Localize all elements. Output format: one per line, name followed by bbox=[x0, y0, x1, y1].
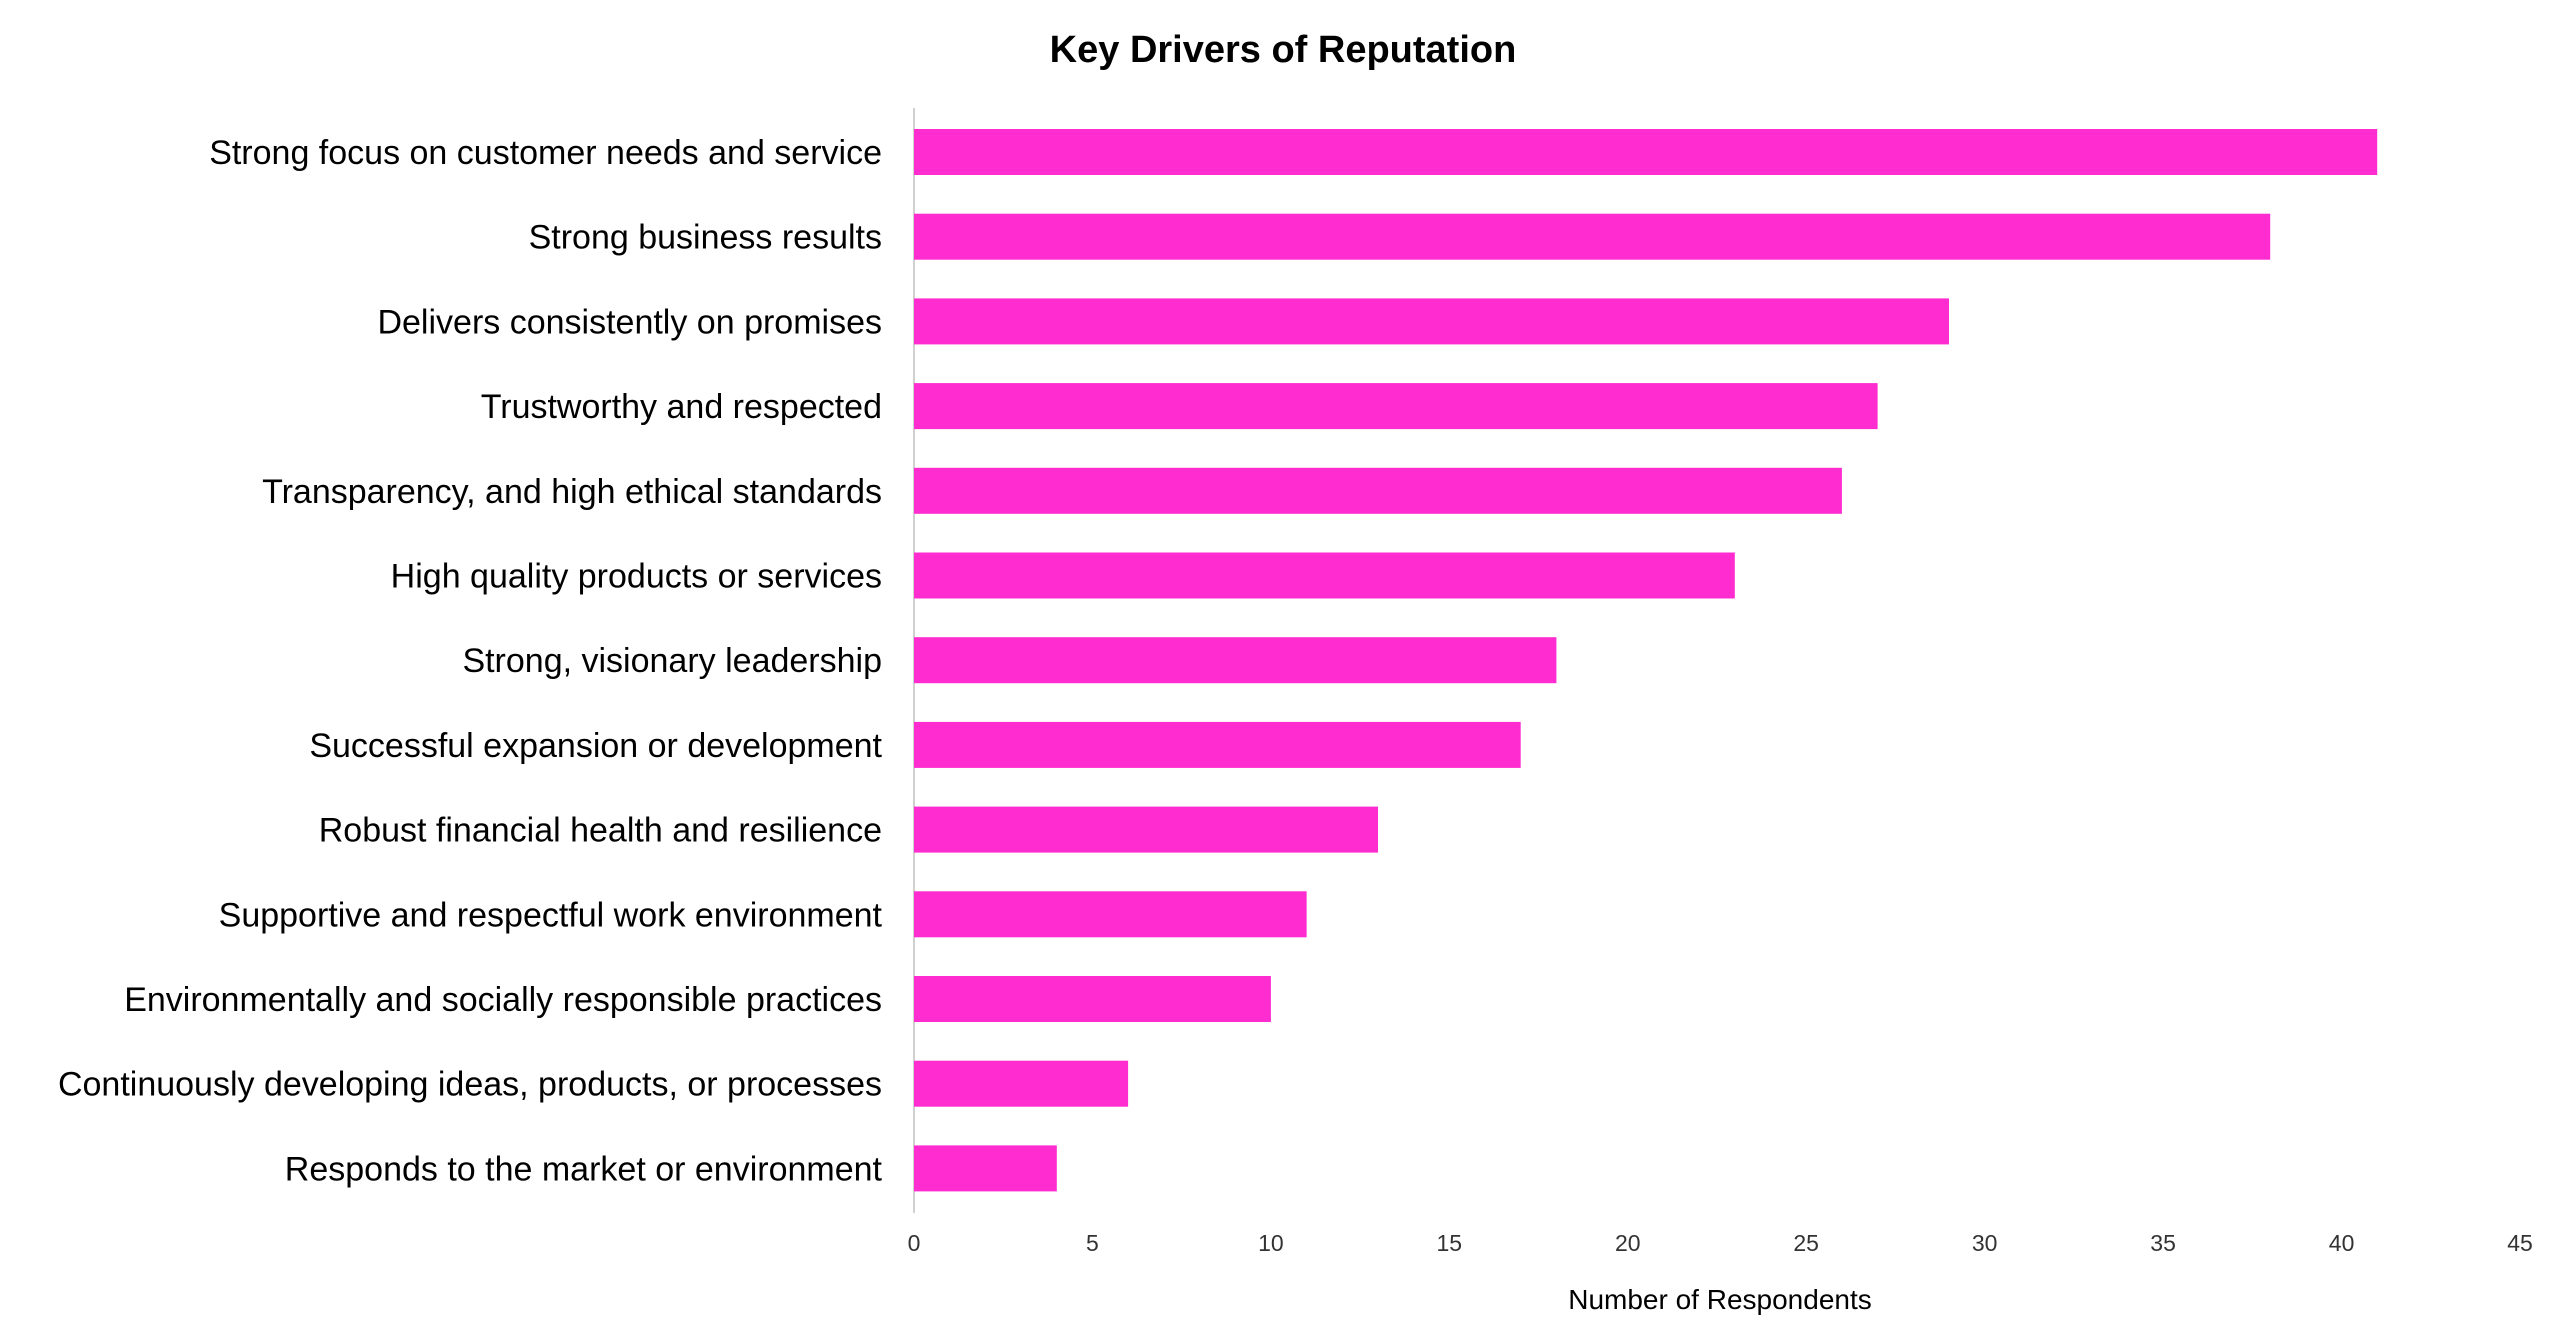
x-tick-label: 10 bbox=[1258, 1230, 1284, 1256]
category-label: Strong business results bbox=[529, 219, 882, 257]
bar bbox=[914, 552, 1735, 599]
bar bbox=[914, 129, 2378, 175]
category-label: Trustworthy and respected bbox=[481, 388, 882, 426]
category-label: Delivers consistently on promises bbox=[377, 303, 882, 341]
bar bbox=[914, 637, 1557, 684]
category-label: High quality products or services bbox=[391, 558, 882, 596]
category-label: Strong focus on customer needs and servi… bbox=[209, 134, 882, 172]
x-tick-label: 25 bbox=[1793, 1230, 1819, 1256]
category-label: Strong, visionary leadership bbox=[462, 642, 882, 680]
bar bbox=[914, 1145, 1057, 1192]
category-label: Successful expansion or development bbox=[309, 727, 882, 765]
category-label: Robust financial health and resilience bbox=[319, 812, 882, 850]
chart-title: Key Drivers of Reputation bbox=[1050, 29, 1517, 71]
x-tick-label: 30 bbox=[1972, 1230, 1998, 1256]
bar bbox=[914, 1060, 1129, 1107]
x-tick-label: 0 bbox=[908, 1230, 921, 1256]
bar bbox=[914, 383, 1878, 430]
x-tick-label: 5 bbox=[1086, 1230, 1099, 1256]
category-label: Environmentally and socially responsible… bbox=[124, 981, 882, 1019]
x-tick-labels: 0 5 10 15 20 25 30 35 40 45 bbox=[908, 1230, 2533, 1256]
x-tick-label: 40 bbox=[2329, 1230, 2355, 1256]
bar bbox=[914, 806, 1378, 853]
x-tick-label: 45 bbox=[2507, 1230, 2533, 1256]
bar bbox=[914, 891, 1307, 938]
x-axis-title: Number of Respondents bbox=[1568, 1284, 1872, 1315]
bar bbox=[914, 976, 1271, 1022]
category-label: Responds to the market or environment bbox=[285, 1150, 883, 1188]
bar bbox=[914, 213, 2271, 260]
bar bbox=[914, 467, 1842, 514]
bars-group bbox=[914, 129, 2378, 1192]
x-tick-label: 15 bbox=[1437, 1230, 1463, 1256]
category-label: Transparency, and high ethical standards bbox=[262, 473, 882, 511]
category-label: Continuously developing ideas, products,… bbox=[58, 1066, 882, 1104]
x-tick-label: 20 bbox=[1615, 1230, 1641, 1256]
bar bbox=[914, 721, 1521, 768]
category-labels: Strong focus on customer needs and servi… bbox=[58, 134, 883, 1188]
bar bbox=[914, 298, 1949, 345]
category-label: Supportive and respectful work environme… bbox=[219, 896, 883, 934]
x-tick-label: 35 bbox=[2150, 1230, 2176, 1256]
